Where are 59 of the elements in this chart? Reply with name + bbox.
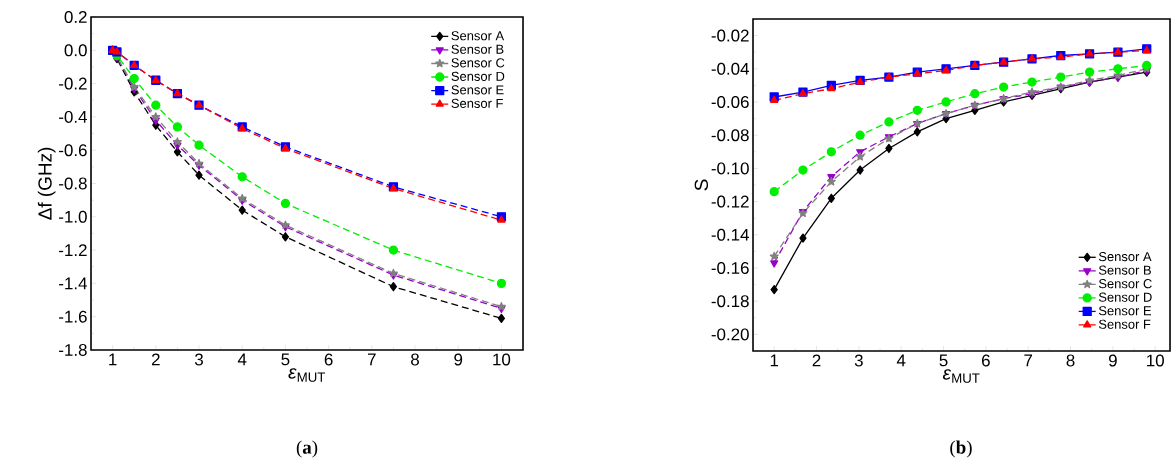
legend-label: Sensor C bbox=[1098, 279, 1152, 289]
legend-label: Sensor F bbox=[1098, 319, 1151, 329]
x-tick-label: 6 bbox=[982, 354, 990, 367]
x-tick-label: 10 bbox=[1147, 354, 1164, 367]
y-tick-label: -0.4 bbox=[59, 110, 87, 123]
y-tick-label: -0.20 bbox=[711, 328, 749, 341]
y-tick-label: -0.02 bbox=[711, 29, 749, 42]
x-tick-label: 7 bbox=[1024, 354, 1033, 367]
y-tick-label: -0.06 bbox=[711, 95, 749, 108]
x-axis-title: ε$_{MUT}$ bbox=[288, 368, 326, 382]
x-tick-label: 1 bbox=[109, 353, 117, 366]
y-tick-label: -0.18 bbox=[711, 295, 749, 308]
x-tick-label: 2 bbox=[812, 354, 821, 367]
y-tick-label: -0.16 bbox=[711, 261, 749, 274]
y-tick-label: -1.4 bbox=[59, 277, 87, 290]
x-tick-label: 5 bbox=[939, 354, 948, 367]
legend-label: Sensor E bbox=[451, 85, 504, 95]
y-tick-label: -1.6 bbox=[59, 310, 87, 323]
legend-label: Sensor E bbox=[1098, 306, 1152, 316]
y-tick-label: -0.08 bbox=[711, 129, 749, 142]
y-tick-label: -0.10 bbox=[711, 162, 749, 175]
y-tick-label: -0.6 bbox=[59, 144, 87, 157]
legend-label: Sensor A bbox=[451, 31, 505, 41]
x-tick-label: 1 bbox=[770, 354, 779, 367]
x-tick-label: 7 bbox=[367, 353, 376, 366]
x-axis-title: ε$_{MUT}$ bbox=[942, 369, 980, 383]
x-tick-label: 3 bbox=[194, 353, 203, 366]
x-tick-label: 5 bbox=[281, 353, 290, 366]
x-tick-label: 3 bbox=[854, 354, 863, 367]
y-tick-label: 0.2 bbox=[64, 10, 87, 23]
legend-label: Sensor B bbox=[451, 44, 504, 54]
y-tick-label: -0.12 bbox=[711, 195, 749, 208]
y-tick-label: -0.04 bbox=[711, 62, 749, 75]
x-tick-label: 8 bbox=[411, 353, 419, 366]
y-tick-label: -1.8 bbox=[59, 343, 87, 356]
x-tick-label: 8 bbox=[1066, 354, 1075, 367]
text: (a) bbox=[296, 440, 318, 458]
x-tick-label: 9 bbox=[1108, 354, 1117, 367]
y-tick-label: -0.14 bbox=[711, 228, 749, 241]
y-tick-label: -1.2 bbox=[59, 244, 87, 256]
y-tick-label: -0.2 bbox=[59, 77, 87, 90]
x-tick-label: 4 bbox=[237, 353, 247, 366]
x-tick-label: 6 bbox=[324, 353, 333, 366]
y-axis-title: S bbox=[694, 179, 709, 191]
x-tick-label: 10 bbox=[493, 353, 511, 366]
x-tick-label: 2 bbox=[151, 353, 160, 366]
x-tick-label: 4 bbox=[896, 354, 906, 367]
legend-label: Sensor D bbox=[1098, 292, 1152, 302]
legend-label: Sensor C bbox=[451, 58, 505, 68]
y-tick-label: -1.0 bbox=[59, 210, 87, 223]
legend-label: Sensor B bbox=[1098, 265, 1151, 275]
y-tick-label: 0.0 bbox=[64, 44, 87, 57]
x-tick-label: 9 bbox=[454, 353, 463, 366]
legend-label: Sensor F bbox=[451, 98, 503, 108]
legend-label: Sensor A bbox=[1098, 252, 1152, 262]
text: (b) bbox=[950, 440, 972, 458]
y-axis-title: Δf (GHz) bbox=[37, 147, 56, 220]
y-tick-label: -0.8 bbox=[59, 177, 87, 190]
legend-label: Sensor D bbox=[451, 71, 505, 81]
